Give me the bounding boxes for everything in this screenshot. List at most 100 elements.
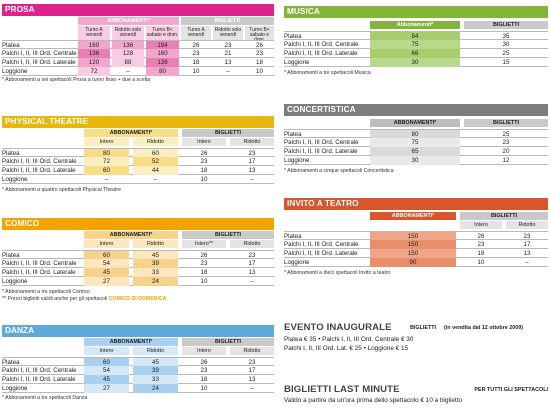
subheader-cell: Intero	[182, 347, 226, 355]
subheader-row: Intero Ridotto	[284, 221, 548, 229]
biglietti-header: BIGLIETTI	[464, 21, 548, 29]
section-title: COMICO	[5, 219, 40, 228]
table-row: Palchi I, II, III Ord. Centrale 150 23 1…	[284, 240, 548, 249]
price-cell: 33	[133, 375, 178, 384]
price-cell: 18	[477, 250, 485, 257]
footnote-text: ** Prezzi biglietti validi anche per gli…	[2, 296, 108, 302]
price-cell: 150	[370, 240, 456, 249]
section-title: PROSA	[5, 5, 35, 14]
subheader-cell: Intero	[84, 347, 129, 355]
price-cell: –	[250, 385, 254, 392]
table-row: Loggione 90 10 –	[284, 258, 548, 267]
table-row: Loggione 27 24 10 –	[2, 277, 274, 286]
row-label: Platea	[284, 131, 302, 138]
table-row: Platea 60 45 26 23	[2, 357, 274, 367]
header-row: ABBONAMENTI* BIGLIETTI	[2, 129, 274, 137]
price-cell: 24	[133, 277, 178, 286]
section-title: DANZA	[5, 326, 35, 335]
price-cell: 10	[200, 176, 208, 183]
row-label: Platea	[284, 233, 302, 240]
section-title-bar: INVITO A TEATRO	[284, 198, 548, 210]
row-label: Palchi I, II, III Ord. Centrale	[284, 139, 359, 146]
price-cell: 80	[370, 130, 460, 139]
subheader-cell: Ridotto	[506, 221, 548, 229]
row-label: Loggione	[2, 68, 28, 75]
price-cell: 26	[200, 359, 208, 366]
price-cell: 23	[200, 158, 208, 165]
header-row: ABBONAMENTI* BIGLIETTI	[2, 231, 274, 239]
table-row: Platea 80 25	[284, 129, 548, 139]
row-label: Palchi I, II, III Ord. Laterale	[2, 269, 76, 276]
price-cell: 23	[256, 50, 263, 57]
row-label: Loggione	[2, 278, 28, 285]
subheader-cell: Ridotto solo venerdì	[112, 26, 144, 40]
table-row: Loggione 27 24 10 –	[2, 384, 274, 393]
subheader-cell: Turno A venerdì	[181, 26, 211, 40]
price-cell: 60	[84, 166, 129, 175]
table-row: Palchi I, II, III Ord. Laterale 120 88 1…	[2, 58, 274, 67]
price-cell: 23	[200, 260, 208, 267]
subheader-cell: Ridotto	[133, 240, 178, 248]
table-row: Palchi I, II, III Ord. Laterale 65 20	[284, 147, 548, 156]
table-row: Loggione 72 – 80 10 – 10	[2, 67, 274, 76]
section-title-bar: DANZA	[2, 325, 274, 337]
row-label: Palchi I, II, III Ord. Centrale	[2, 367, 77, 374]
subheader-cell: Ridotto	[133, 347, 178, 355]
price-cell: 54	[84, 259, 129, 268]
price-cell: 75	[370, 138, 460, 147]
row-label: Palchi I, II, III Ord. Centrale	[284, 241, 359, 248]
row-label: Platea	[2, 42, 20, 49]
footnote: * Abbonamenti a tre spettacoli Danza	[2, 395, 88, 401]
price-cell: 23	[502, 139, 510, 146]
row-label: Loggione	[284, 157, 310, 164]
price-cell: 44	[133, 166, 178, 175]
footnote: * Abbonamenti a tre spettacoli Comico	[2, 289, 90, 295]
section-title-bar: PHYSICAL THEATRE	[2, 116, 274, 128]
footnote: * Abbonamenti a quattro spettacoli Physi…	[2, 187, 122, 193]
biglietti-header: BIGLIETTI	[182, 129, 274, 137]
price-cell: –	[250, 278, 254, 285]
price-cell: 136	[146, 58, 179, 67]
row-label: Palchi I, II, III Ord. Centrale	[2, 158, 77, 165]
price-cell: 13	[248, 269, 256, 276]
price-cell: 23	[248, 359, 256, 366]
price-cell: 13	[224, 59, 232, 66]
subheader-cell: Intero	[84, 138, 129, 146]
price-cell: –	[525, 259, 529, 266]
price-cell: –	[226, 68, 230, 75]
subheader-cell: Intero	[182, 138, 226, 146]
price-cell: 54	[84, 366, 129, 375]
subheader-row: Turno A venerdì Ridotto solo venerdì Tur…	[2, 26, 274, 43]
price-cell: 13	[523, 250, 531, 257]
price-cell: 26	[200, 150, 208, 157]
section-title-bar: MUSICA	[284, 6, 548, 18]
price-cell: 23	[248, 252, 256, 259]
last-minute-description: Valido a partire da un'ora prima dello s…	[284, 397, 463, 404]
price-cell: 15	[502, 59, 510, 66]
subheader-cell: Ridotto	[230, 240, 274, 248]
price-cell: 13	[248, 167, 256, 174]
section-title: INVITO A TEATRO	[287, 199, 359, 208]
price-cell: 66	[370, 49, 460, 58]
section-comico: COMICO ABBONAMENTI* BIGLIETTI Intero Rid…	[2, 218, 274, 303]
price-cell: 60	[84, 251, 129, 260]
subheader-cell: Ridotto	[133, 138, 178, 146]
price-cell: 18	[200, 167, 208, 174]
section-musica: MUSICA Abbonamenti* BIGLIETTI Platea 84 …	[284, 6, 548, 77]
last-minute-title: BIGLIETTI LAST MINUTE	[284, 384, 400, 395]
subheader-cell: Ridotto solo venerdì	[213, 26, 243, 40]
row-label: Palchi I, II, III Ord. Centrale	[284, 41, 359, 48]
table-row: Palchi I, II, III Ord. Centrale 75 30	[284, 40, 548, 49]
price-cell: 45	[133, 358, 178, 367]
price-cell: 23	[224, 42, 232, 49]
price-cell: 45	[84, 375, 129, 384]
price-cell: 120	[78, 58, 110, 67]
row-label: Palchi I, II, III Ord. Laterale	[284, 250, 358, 257]
price-cell: 45	[133, 251, 178, 260]
price-cell: 150	[370, 232, 456, 241]
biglietti-header: BIGLIETTI	[182, 338, 274, 346]
price-cell: 27	[84, 384, 129, 393]
price-cell: 23	[523, 233, 531, 240]
table-row: Platea 80 60 26 23	[2, 148, 274, 158]
subheader-row: Intero Ridotto Intero** Ridotto	[2, 240, 274, 248]
